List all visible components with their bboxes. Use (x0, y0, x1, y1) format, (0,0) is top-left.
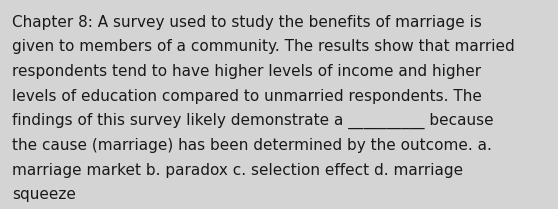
Text: levels of education compared to unmarried respondents. The: levels of education compared to unmarrie… (12, 89, 482, 104)
Text: Chapter 8: A survey used to study the benefits of marriage is: Chapter 8: A survey used to study the be… (12, 15, 482, 30)
Text: respondents tend to have higher levels of income and higher: respondents tend to have higher levels o… (12, 64, 482, 79)
Text: squeeze: squeeze (12, 187, 76, 202)
Text: marriage market b. paradox c. selection effect d. marriage: marriage market b. paradox c. selection … (12, 163, 463, 178)
Text: findings of this survey likely demonstrate a __________ because: findings of this survey likely demonstra… (12, 113, 494, 130)
Text: given to members of a community. The results show that married: given to members of a community. The res… (12, 39, 515, 54)
Text: the cause (marriage) has been determined by the outcome. a.: the cause (marriage) has been determined… (12, 138, 492, 153)
